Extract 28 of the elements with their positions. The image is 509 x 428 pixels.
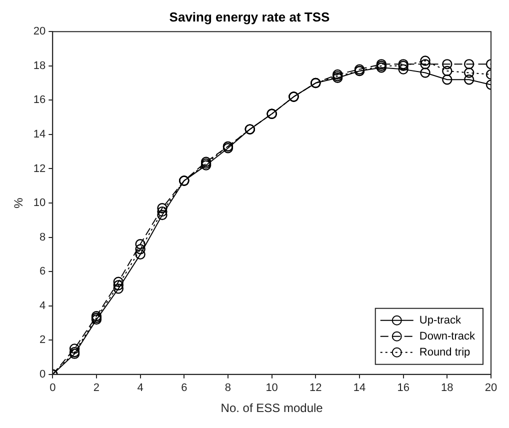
x-axis-title: No. of ESS module — [220, 401, 324, 416]
y-tick-label: 2 — [40, 334, 46, 346]
x-tick-label: 4 — [137, 382, 144, 394]
x-tick-label: 12 — [310, 382, 322, 394]
x-tick-label: 14 — [353, 382, 366, 394]
y-tick-label: 0 — [40, 368, 46, 380]
legend-label: Up-track — [419, 314, 462, 326]
x-tick-label: 10 — [266, 382, 278, 394]
x-tick-label: 6 — [181, 382, 188, 394]
y-tick-label: 8 — [40, 231, 46, 244]
x-tick-label: 16 — [397, 382, 410, 394]
x-tick-label: 0 — [50, 382, 56, 394]
x-tick-label: 18 — [441, 382, 454, 394]
chart-title: Saving energy rate at TSS — [169, 9, 330, 24]
y-axis-title: % — [12, 197, 26, 208]
y-tick-label: 4 — [40, 300, 46, 312]
x-tick-label: 20 — [484, 382, 498, 394]
y-tick-label: 20 — [33, 26, 46, 38]
x-tick-label: 2 — [93, 382, 100, 394]
y-tick-label: 12 — [33, 162, 46, 175]
y-tick-label: 6 — [40, 266, 46, 278]
legend-label: Down-track — [419, 330, 476, 342]
legend-label: Round trip — [419, 346, 470, 358]
y-tick-label: 16 — [33, 94, 46, 106]
x-tick-label: 8 — [224, 382, 232, 394]
y-tick-label: 18 — [33, 60, 46, 72]
y-tick-label: 14 — [33, 128, 46, 140]
y-tick-label: 10 — [33, 197, 46, 210]
